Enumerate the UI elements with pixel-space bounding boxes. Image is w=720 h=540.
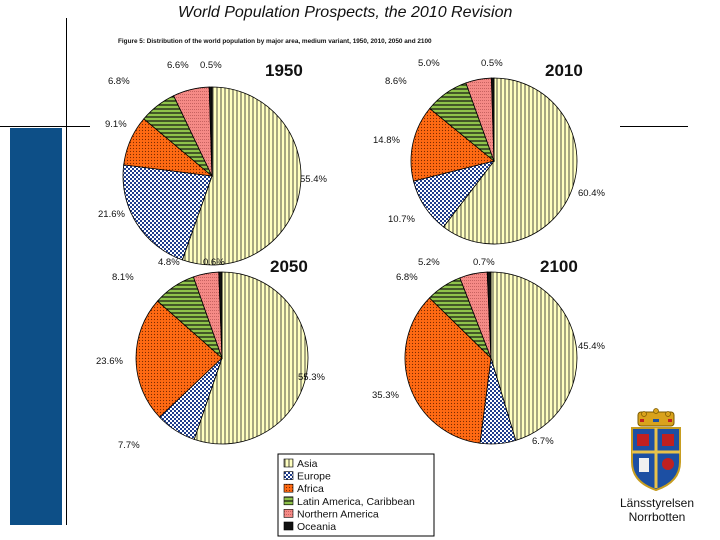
page-title: World Population Prospects, the 2010 Rev… (178, 4, 513, 21)
legend-label-oceania: Oceania (297, 521, 336, 533)
slice-2100-oceania (486, 271, 492, 359)
slice-label-latin-america: 6.8% (108, 76, 130, 87)
slice-label-asia: 45.4% (578, 341, 605, 352)
slice-label-oceania: 0.5% (200, 60, 222, 71)
slice-label-africa: 35.3% (372, 390, 399, 401)
pie-year-label: 2010 (545, 61, 583, 80)
slice-2010-africa (410, 107, 495, 182)
legend-swatch-europe (283, 471, 294, 480)
legend-label-asia: Asia (297, 458, 318, 470)
pie-2050: 2050 55.3% 7.7% 23.6% 8.1% 4.8% 0.6% (96, 257, 325, 451)
legend-label-europe: Europe (297, 471, 331, 483)
slice-label-oceania: 0.5% (481, 58, 503, 69)
slice-label-africa: 14.8% (373, 135, 400, 146)
pie-year-label: 2050 (270, 257, 308, 276)
slice-label-europe: 6.7% (532, 436, 554, 447)
pie-2010: 2010 60.4% 10.7% 14.8% 8.6% 5.0% 0.5% (373, 58, 605, 245)
legend-swatch-latin-america (283, 496, 294, 506)
slice-2010-oceania (490, 77, 495, 162)
slice-label-latin-america: 6.8% (396, 272, 418, 283)
slice-label-northern-america: 5.2% (418, 257, 440, 268)
pie-2100: 2100 45.4% 6.7% 35.3% 6.8%5.2% 0.7% (372, 257, 605, 447)
divider-vertical (66, 18, 67, 525)
legend-swatch-asia (283, 458, 294, 468)
sidebar-band (10, 128, 62, 525)
slice-label-northern-america: 4.8% (158, 257, 180, 268)
slice-label-europe: 7.7% (118, 440, 140, 451)
slice-label-asia: 55.4% (300, 174, 327, 185)
slice-label-oceania: 0.6% (203, 257, 225, 268)
slice-label-asia: 60.4% (578, 188, 605, 199)
slice-2100-africa (404, 297, 492, 444)
slice-1950-europe (122, 164, 213, 261)
slice-label-oceania: 0.7% (473, 257, 495, 268)
slice-label-latin-america: 8.1% (112, 272, 134, 283)
slice-label-europe: 10.7% (388, 214, 415, 225)
org-line-1: Länsstyrelsen (619, 496, 695, 510)
divider-left (0, 126, 90, 127)
legend-label-africa: Africa (297, 483, 324, 495)
slice-2050-asia (193, 271, 309, 445)
figure-caption: Figure 5: Distribution of the world popu… (118, 38, 432, 45)
legend-swatch-oceania (283, 521, 294, 531)
org-line-2: Norrbotten (628, 510, 686, 524)
legend-label-latin-america: Latin America, Caribbean (297, 496, 415, 508)
divider-right (620, 126, 688, 127)
slice-label-africa: 9.1% (105, 119, 127, 130)
slice-label-northern-america: 5.0% (418, 58, 440, 69)
pie-1950: 1950 55.4% 21.6% 9.1% 6.8% 6.6% 0.5% (98, 60, 327, 266)
slice-2100-asia (490, 271, 578, 441)
slice-label-africa: 23.6% (96, 356, 123, 367)
slice-label-northern-america: 6.6% (167, 60, 189, 71)
slice-label-latin-america: 8.6% (385, 76, 407, 87)
legend-swatch-northern-america (283, 509, 294, 518)
crest-logo (631, 408, 681, 492)
slice-label-asia: 55.3% (298, 372, 325, 383)
slice-2050-africa (135, 300, 223, 418)
pie-year-label: 2100 (540, 257, 578, 276)
slice-2010-asia (442, 77, 578, 245)
slice-2050-oceania (218, 271, 223, 359)
organization-name: Länsstyrelsen Norrbotten (612, 496, 702, 524)
legend-swatch-africa (283, 483, 294, 493)
pie-year-label: 1950 (265, 61, 303, 80)
legend-label-northern-america: Northern America (297, 508, 379, 520)
slice-label-europe: 21.6% (98, 209, 125, 220)
slice-1950-oceania (208, 86, 213, 177)
